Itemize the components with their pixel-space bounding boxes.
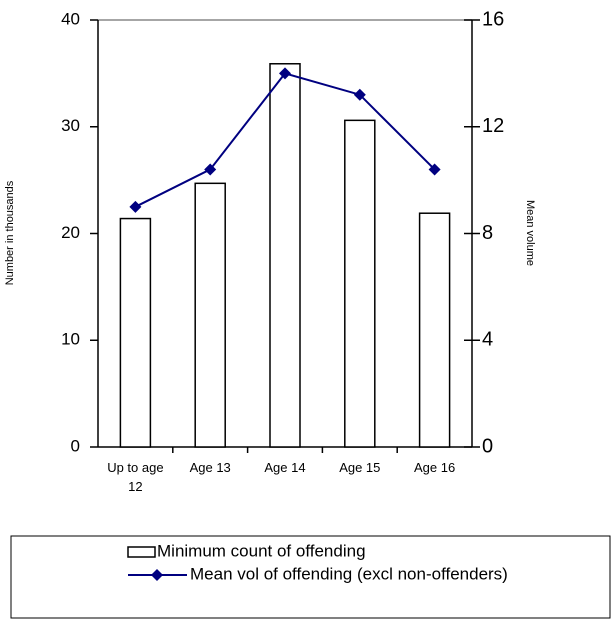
y2-tick-label: 4 xyxy=(482,329,493,351)
bar xyxy=(344,119,376,448)
x-tick-label: Age 14 xyxy=(264,460,306,475)
bar xyxy=(194,182,226,448)
y-tick-label: 30 xyxy=(61,116,80,135)
bar xyxy=(269,63,301,448)
x-tick-label: Up to age 12 xyxy=(107,460,164,494)
y-tick-label: 10 xyxy=(61,330,80,349)
bar xyxy=(418,212,451,448)
y2-tick-label: 16 xyxy=(482,8,504,30)
y2-tick-label: 0 xyxy=(482,435,493,457)
legend-swatch xyxy=(127,546,156,558)
legend-marker xyxy=(151,569,163,581)
line-marker xyxy=(129,200,142,213)
y-tick-label: 20 xyxy=(61,223,80,242)
legend-label: Mean vol of offending (excl non-offender… xyxy=(190,564,508,583)
y2-tick-label: 12 xyxy=(482,115,504,137)
line-marker xyxy=(353,88,366,101)
x-tick-label: Age 13 xyxy=(189,460,231,475)
y-tick-label: 0 xyxy=(71,436,80,455)
x-tick-label: Age 15 xyxy=(339,460,381,475)
x-tick-label: Age 16 xyxy=(413,460,456,475)
bar xyxy=(119,217,152,448)
y2-axis-label: Mean volume xyxy=(524,200,536,266)
line-marker xyxy=(204,163,217,176)
y-tick-label: 40 xyxy=(61,9,80,28)
legend-box xyxy=(10,535,611,619)
line-marker xyxy=(279,67,291,80)
line-marker xyxy=(428,163,441,176)
y2-tick-label: 8 xyxy=(482,222,493,244)
legend-label: Minimum count of offending xyxy=(157,541,366,560)
y-axis-label: Number in thousands xyxy=(4,180,16,285)
